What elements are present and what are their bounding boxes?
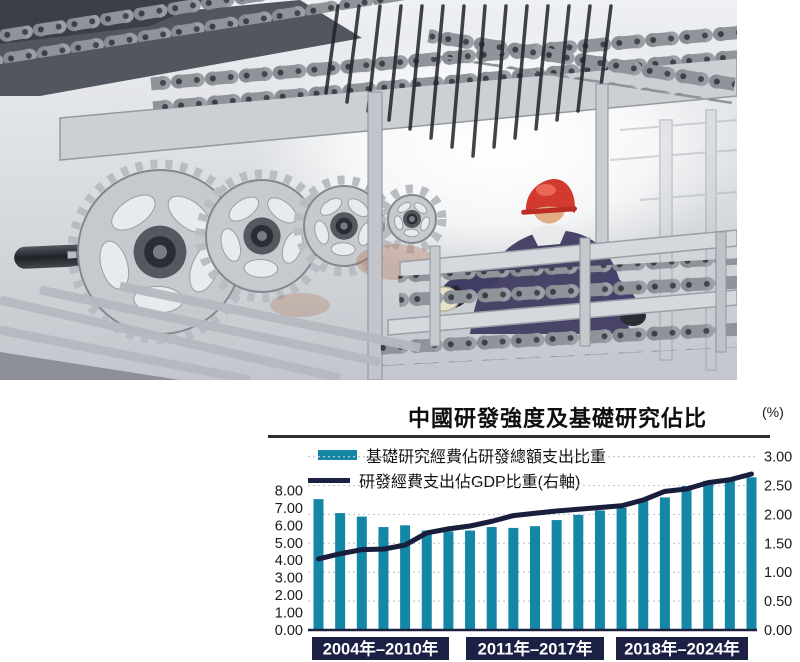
left-axis-tick: 1.00 (275, 606, 303, 622)
helmet-highlight (536, 184, 556, 196)
bar-2006 (356, 516, 367, 630)
bar-series-swatch (318, 450, 357, 460)
gdp-ratio-line (316, 471, 754, 562)
left-axis-tick: 7.00 (275, 501, 303, 517)
left-axis-tick: 8.00 (275, 483, 303, 499)
left-axis-tick: 4.00 (275, 553, 303, 569)
bar-2011 (465, 530, 476, 630)
bar-2024 (746, 477, 757, 630)
left-axis-tick: 5.00 (275, 536, 303, 552)
factory-photo (0, 0, 750, 385)
line-series-swatch (308, 477, 350, 483)
bar-2004 (313, 499, 324, 630)
legend-label-bar-series: 基礎研究經費佔研發總額支出比重 (366, 443, 611, 467)
bar-2014 (530, 526, 540, 630)
bar-2005 (335, 513, 346, 630)
left-axis-tick: 3.00 (275, 571, 303, 587)
helmet-brim (521, 206, 577, 215)
chart-unit-label: (%) (762, 404, 784, 420)
left-axis-tick: 2.00 (275, 588, 303, 604)
right-axis-tick: 3.00 (764, 450, 792, 466)
right-axis-tick: 2.50 (764, 479, 792, 495)
legend-item-line-series: 研發經費支出佔GDP比重(右軸) (308, 468, 585, 492)
bar-2009 (421, 530, 432, 630)
frame-post (595, 83, 609, 245)
right-axis-tick: 2.00 (764, 507, 792, 523)
bar-2016 (573, 514, 584, 630)
left-axis-tick: 0.00 (275, 623, 303, 639)
rd-intensity-chart: 中國研發強度及基礎研究佔比 (%) 基礎研究經費佔研發總額支出比重 研發經費支出… (0, 380, 800, 662)
legend-item-bar-series: 基礎研究經費佔研發總額支出比重 (318, 443, 611, 467)
right-axis-tick: 1.00 (764, 565, 792, 581)
x-group-label: 2011年–2017年 (478, 639, 593, 659)
bar-2010 (443, 531, 454, 630)
x-group-box (312, 637, 449, 660)
legend-label-line-series: 研發經費支出佔GDP比重(右軸) (359, 468, 585, 492)
bar-2018 (616, 507, 627, 630)
bar-2021 (681, 486, 692, 630)
chart-title: 中國研發強度及基礎研究佔比 (408, 406, 708, 431)
bar-2015 (551, 520, 562, 630)
x-group-label: 2004年–2010年 (323, 639, 439, 659)
left-axis-tick: 6.00 (275, 518, 303, 534)
bar-2022 (703, 480, 714, 630)
bar-2012 (486, 527, 497, 630)
worker-collar (531, 225, 566, 246)
right-axis-tick: 1.50 (764, 536, 792, 552)
bar-2008 (400, 525, 411, 630)
factory-photo-illustration (0, 0, 750, 385)
plot-area: 8.007.006.005.004.003.002.001.000.003.00… (275, 450, 792, 660)
floor-shadow (0, 352, 180, 380)
rust-accent (270, 293, 330, 317)
bar-2020 (659, 497, 670, 630)
bar-2023 (724, 479, 735, 630)
bar-2007 (378, 527, 389, 630)
assembly-rack (380, 229, 740, 366)
x-group-box (616, 637, 748, 660)
title-divider (268, 435, 770, 438)
right-axis-tick: 0.00 (764, 623, 792, 639)
bar-2017 (594, 510, 605, 630)
x-group-box (466, 637, 604, 660)
bar-2019 (638, 499, 649, 630)
sprocket-wheels (67, 159, 447, 345)
floor-rails (0, 281, 421, 385)
bar-2013 (508, 527, 519, 630)
x-group-label: 2018年–2024年 (624, 639, 740, 659)
right-axis-tick: 0.50 (764, 594, 792, 610)
